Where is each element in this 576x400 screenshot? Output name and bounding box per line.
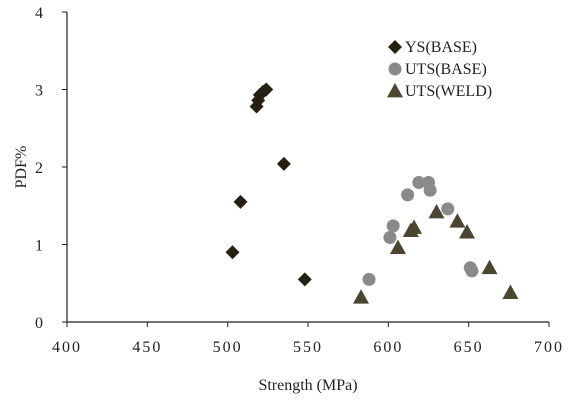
x-tick-label: 550 bbox=[293, 339, 323, 356]
data-point-diamond bbox=[225, 245, 240, 260]
y-tick-label: 1 bbox=[35, 238, 43, 255]
legend-label: UTS(BASE) bbox=[405, 61, 487, 78]
data-point-circle bbox=[401, 188, 415, 202]
data-point-circle bbox=[412, 176, 426, 189]
legend-item: UTS(BASE) bbox=[388, 61, 487, 78]
legend-marker-triangle bbox=[387, 83, 403, 98]
x-axis-label: Strength (MPa) bbox=[258, 377, 357, 394]
data-point-triangle bbox=[428, 203, 445, 219]
data-point-circle bbox=[362, 272, 376, 286]
data-point-circle bbox=[423, 183, 437, 197]
legend-item: UTS(WELD) bbox=[387, 83, 492, 100]
series-diamond bbox=[225, 82, 312, 287]
x-tick-label: 650 bbox=[454, 339, 484, 356]
data-point-circle bbox=[465, 264, 479, 278]
legend-label: UTS(WELD) bbox=[405, 83, 492, 100]
data-point-triangle bbox=[353, 289, 370, 304]
y-tick-label: 3 bbox=[35, 83, 43, 100]
y-tick-label: 0 bbox=[35, 315, 43, 332]
legend: YS(BASE) UTS(BASE) UTS(WELD) bbox=[387, 39, 492, 100]
data-point-circle bbox=[386, 219, 400, 233]
x-tick-label: 400 bbox=[52, 339, 82, 356]
series-triangle bbox=[353, 203, 519, 304]
data-points bbox=[225, 82, 519, 304]
y-tick-label: 2 bbox=[35, 160, 43, 177]
data-point-triangle bbox=[481, 259, 498, 275]
data-point-circle bbox=[383, 231, 397, 245]
legend-label: YS(BASE) bbox=[405, 39, 477, 56]
tick-labels: 400 450 500 550 600 650 700 0 1 2 3 4 bbox=[35, 5, 564, 356]
data-point-triangle bbox=[449, 213, 466, 228]
legend-marker-circle bbox=[388, 62, 402, 76]
data-point-circle bbox=[441, 202, 455, 216]
x-tick-label: 500 bbox=[213, 339, 243, 356]
data-point-diamond bbox=[259, 82, 274, 97]
legend-item: YS(BASE) bbox=[388, 39, 477, 56]
axes bbox=[66, 12, 549, 323]
series-circle bbox=[362, 176, 479, 286]
data-point-triangle bbox=[502, 284, 519, 299]
y-axis-label: PDF% bbox=[13, 146, 30, 189]
x-tick-label: 600 bbox=[373, 339, 403, 356]
data-point-triangle bbox=[389, 239, 406, 254]
data-point-diamond bbox=[233, 194, 248, 209]
x-tick-label: 700 bbox=[534, 339, 564, 356]
data-point-triangle bbox=[406, 219, 423, 234]
data-point-diamond bbox=[297, 272, 312, 287]
y-tick-label: 4 bbox=[35, 5, 43, 22]
legend-marker-diamond bbox=[388, 40, 402, 54]
data-point-diamond bbox=[276, 156, 291, 171]
x-tick-label: 450 bbox=[132, 339, 162, 356]
data-point-triangle bbox=[459, 224, 476, 239]
